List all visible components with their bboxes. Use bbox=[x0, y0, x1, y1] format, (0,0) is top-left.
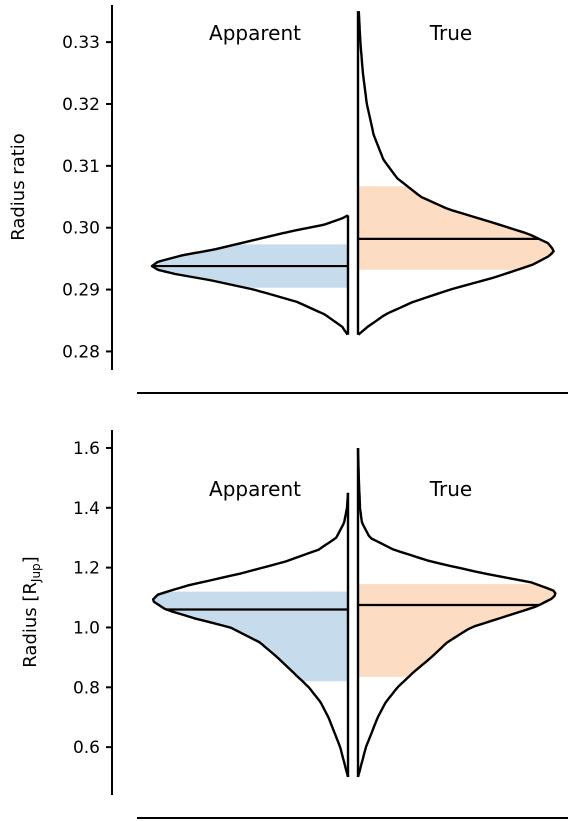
y-tick-label: 0.30 bbox=[62, 219, 100, 239]
y-label-main: Radius [R bbox=[20, 582, 41, 668]
true-interval-fill bbox=[358, 584, 556, 677]
apparent-violin-outline bbox=[151, 492, 350, 778]
violin-outlines bbox=[151, 447, 557, 778]
y-label-close: ] bbox=[20, 556, 41, 563]
apparent-violin-outline bbox=[150, 214, 349, 336]
median-lines bbox=[165, 603, 540, 611]
true-violin-outline bbox=[356, 447, 557, 778]
y-tick-label: 0.8 bbox=[73, 678, 100, 698]
y-tick-label: 0.31 bbox=[62, 157, 100, 177]
y-tick-label: 0.6 bbox=[73, 738, 100, 758]
y-label-sub: Jup bbox=[29, 563, 43, 583]
true-label: True bbox=[429, 477, 472, 501]
panel-radius-ratio: 0.28 0.29 0.30 0.31 0.32 0.33 Radius ratio Ap… bbox=[8, 5, 568, 394]
y-ticks: 0.6 0.8 1.0 1.2 1.4 1.6 bbox=[73, 439, 112, 758]
y-tick-label: 1.0 bbox=[73, 618, 100, 638]
y-tick-label: 0.29 bbox=[62, 281, 100, 301]
violin-fills bbox=[152, 186, 554, 288]
violin-outlines bbox=[150, 11, 555, 336]
y-tick-label: 1.4 bbox=[73, 499, 100, 519]
violin-fills bbox=[152, 584, 556, 682]
y-ticks: 0.28 0.29 0.30 0.31 0.32 0.33 bbox=[62, 33, 112, 362]
true-violin-outline bbox=[357, 11, 555, 336]
y-tick-label: 0.33 bbox=[62, 33, 100, 53]
y-axis-label: Radius [RJup] bbox=[20, 556, 43, 667]
apparent-label: Apparent bbox=[209, 477, 301, 501]
y-tick-label: 0.32 bbox=[62, 95, 100, 115]
true-interval-fill bbox=[358, 186, 554, 270]
median-lines bbox=[152, 237, 539, 268]
panel-radius: 0.6 0.8 1.0 1.2 1.4 1.6 Radius [RJup] Apparen… bbox=[20, 430, 568, 819]
y-tick-label: 0.28 bbox=[62, 342, 100, 362]
y-axis-label: Radius ratio bbox=[8, 133, 29, 241]
apparent-label: Apparent bbox=[209, 21, 301, 45]
true-label: True bbox=[429, 21, 472, 45]
y-tick-label: 1.2 bbox=[73, 559, 100, 579]
y-tick-label: 1.6 bbox=[73, 439, 100, 459]
